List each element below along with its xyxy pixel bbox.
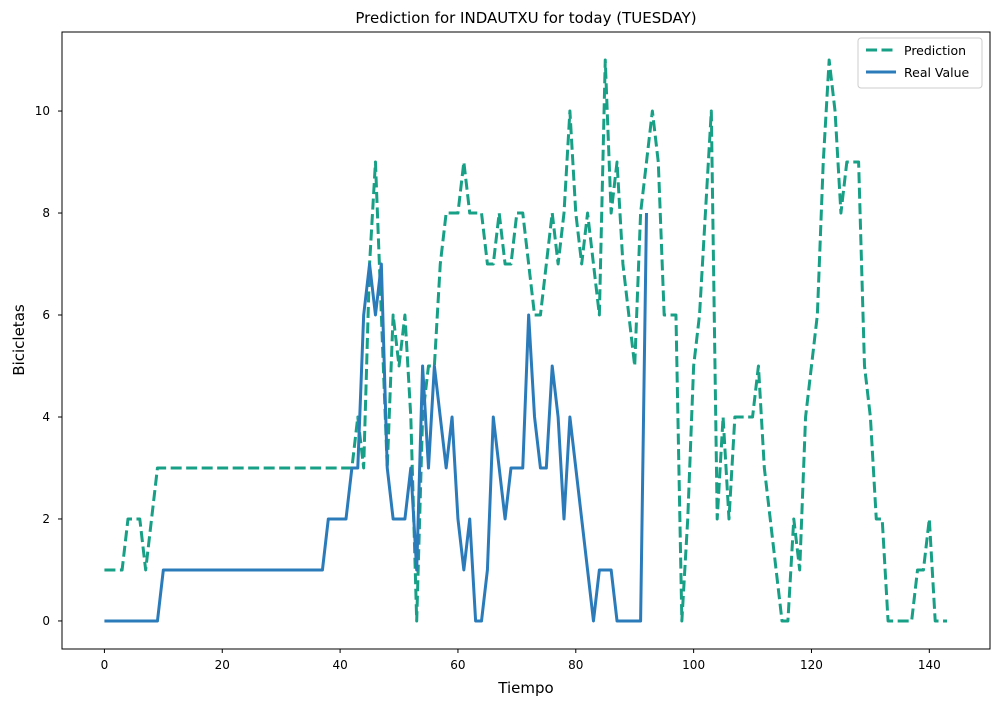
- x-tick-label: 0: [101, 658, 109, 672]
- y-tick-label: 4: [42, 410, 50, 424]
- series-line-prediction: [104, 58, 947, 623]
- x-tick-label: 80: [568, 658, 583, 672]
- x-tick-label: 40: [332, 658, 347, 672]
- y-axis-title: Bicicletas: [10, 304, 28, 376]
- x-tick-label: 100: [682, 658, 705, 672]
- legend-label-prediction: Prediction: [904, 43, 966, 58]
- legend: Prediction Real Value: [857, 37, 983, 89]
- x-tick-label: 60: [450, 658, 465, 672]
- x-tick-label: 140: [918, 658, 941, 672]
- chart-title: Prediction for INDAUTXU for today (TUESD…: [355, 9, 696, 27]
- y-tick-label: 6: [42, 308, 50, 322]
- y-tick-label: 0: [42, 614, 50, 628]
- series-line-real-value: [104, 212, 648, 623]
- plot-background: [62, 32, 990, 649]
- y-tick-label: 8: [42, 206, 50, 220]
- plot-frame: [61, 31, 991, 650]
- y-tick-label: 10: [35, 104, 50, 118]
- x-axis-title: Tiempo: [497, 679, 553, 697]
- legend-label-real-value: Real Value: [904, 65, 970, 80]
- x-tick-label: 120: [800, 658, 823, 672]
- series-layer: [104, 58, 947, 623]
- x-axis: 0 20 40 60 80 100 120 140: [101, 649, 941, 672]
- x-tick-label: 20: [215, 658, 230, 672]
- y-tick-label: 2: [42, 512, 50, 526]
- y-axis: 0 2 4 6 8 10: [35, 104, 62, 628]
